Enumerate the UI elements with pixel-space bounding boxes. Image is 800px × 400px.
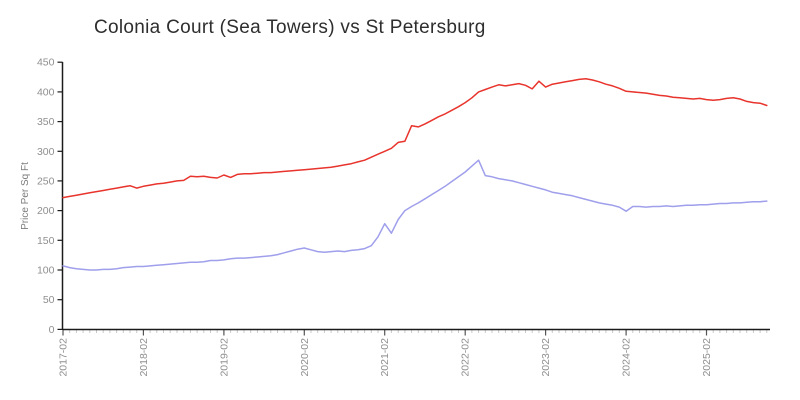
x-tick-label: 2024-02: [621, 338, 633, 377]
chart-title: Colonia Court (Sea Towers) vs St Petersb…: [94, 17, 486, 38]
y-tick-label: 250: [37, 175, 55, 187]
x-tick-label: 2021-02: [379, 338, 391, 377]
series-line-colonia-court-sea-towers: [62, 78, 768, 199]
x-tick-label: 2025-02: [701, 338, 713, 377]
x-tick-label: 2018-02: [138, 338, 150, 377]
x-axis: 2017-02 2018-02 2019-02 2020-02 2021-02 2022-…: [58, 329, 768, 377]
y-tick-label: 400: [37, 86, 55, 98]
series-line-st-petersburg: [62, 159, 768, 271]
y-tick-label: 100: [37, 265, 55, 277]
y-tick-label: 200: [37, 205, 55, 217]
y-tick-label: 450: [37, 57, 55, 69]
y-axis: 0 50 100 150 200 250 300 350 400 450: [37, 57, 63, 336]
y-tick-label: 150: [37, 235, 55, 247]
y-tick-label: 300: [37, 146, 55, 158]
x-tick-label: 2023-02: [540, 338, 552, 377]
y-tick-label: 50: [43, 294, 55, 306]
y-tick-label: 350: [37, 116, 55, 128]
x-tick-label: 2020-02: [299, 338, 311, 377]
x-tick-label: 2017-02: [58, 338, 70, 377]
x-tick-label: 2019-02: [218, 338, 230, 377]
y-axis-title: Price Per Sq Ft: [20, 162, 31, 230]
y-tick-label: 0: [49, 324, 55, 336]
x-tick-label: 2022-02: [460, 338, 472, 377]
